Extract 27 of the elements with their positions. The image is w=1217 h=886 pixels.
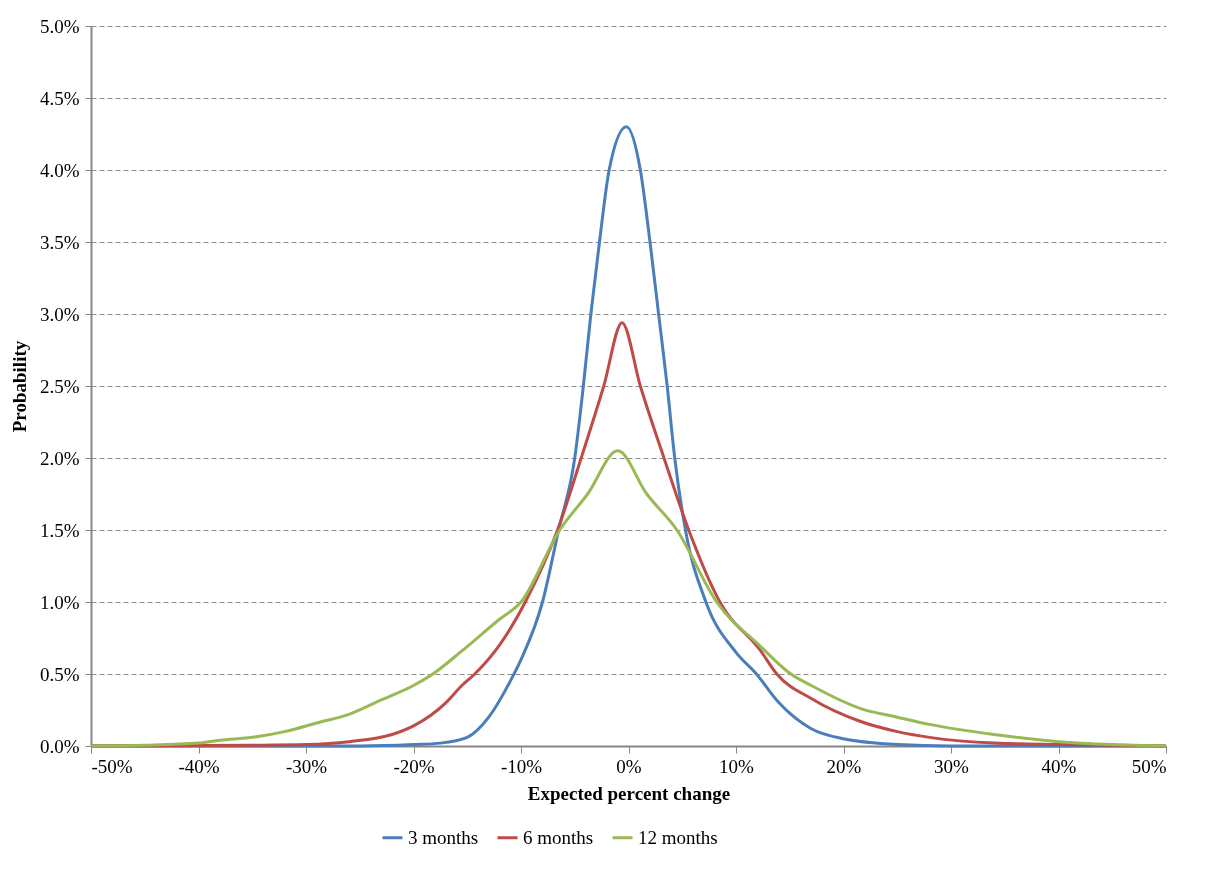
y-tick-label: 3.5% xyxy=(39,231,80,253)
x-tick-label: -20% xyxy=(393,755,435,777)
y-tick-label: 0.5% xyxy=(39,663,80,685)
y-tick-label: 1.0% xyxy=(39,591,80,613)
x-tick-label: 10% xyxy=(719,755,755,777)
x-axis-title: Expected percent change xyxy=(527,782,731,804)
legend-label: 6 months xyxy=(523,826,594,848)
y-tick-label: 2.5% xyxy=(39,375,80,397)
y-tick-label: 4.0% xyxy=(39,159,80,181)
y-tick-label: 3.0% xyxy=(39,303,80,325)
y-tick-label: 5.0% xyxy=(39,15,80,37)
x-tick-label: -40% xyxy=(178,755,220,777)
x-tick-label: 0% xyxy=(616,755,642,777)
x-tick-label: 40% xyxy=(1041,755,1077,777)
x-tick-label: 20% xyxy=(826,755,862,777)
x-tick-label: -10% xyxy=(500,755,543,777)
y-tick-label: 1.5% xyxy=(39,519,80,541)
y-tick-label: 4.5% xyxy=(39,87,80,109)
x-tick-label: -50% xyxy=(91,755,133,777)
x-tick-label: 50% xyxy=(1131,755,1167,777)
y-tick-label: 2.0% xyxy=(39,447,80,469)
y-axis-title: Probability xyxy=(8,340,30,433)
legend-label: 12 months xyxy=(638,826,718,848)
y-tick-label: 0.0% xyxy=(39,735,80,757)
x-tick-label: -30% xyxy=(285,755,328,777)
legend-label: 3 months xyxy=(408,826,479,848)
x-tick-label: 30% xyxy=(934,755,970,777)
